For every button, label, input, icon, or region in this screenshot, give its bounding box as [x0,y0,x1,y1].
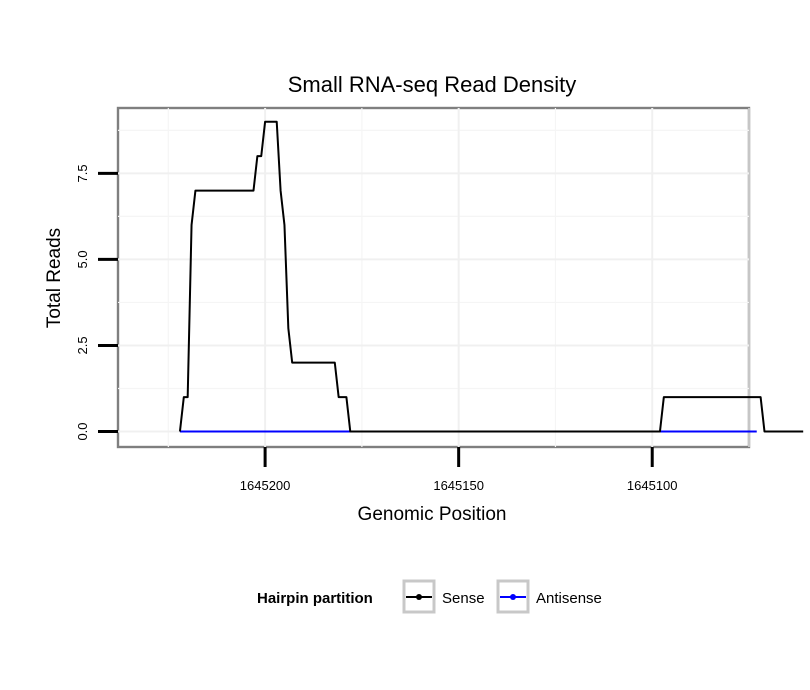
plot-panel [116,106,751,449]
y-axis: 0.0 2.5 5.0 7.5 [75,164,118,441]
legend-dot-antisense [510,594,516,600]
series-layer [178,120,804,433]
y-axis-title: Total Reads [44,228,65,328]
x-tick-label-2: 1645100 [627,478,678,493]
x-tick-label-1: 1645150 [433,478,484,493]
y-tick-label-3: 7.5 [75,164,90,182]
x-tick-label-0: 1645200 [240,478,291,493]
legend-label-sense: Sense [442,590,485,607]
legend-title: Hairpin partition [257,590,373,607]
y-tick-label-2: 5.0 [75,250,90,268]
x-axis-title: Genomic Position [358,504,507,525]
legend-label-antisense: Antisense [536,590,602,607]
legend: Hairpin partition Sense Antisense [257,579,602,614]
legend-item-antisense[interactable]: Antisense [496,579,602,614]
y-tick-label-0: 0.0 [75,422,90,440]
x-axis: 1645200 1645150 1645100 [240,447,678,493]
legend-dot-sense [416,594,422,600]
y-tick-label-1: 2.5 [75,336,90,354]
legend-item-sense[interactable]: Sense [402,579,485,614]
chart-title: Small RNA-seq Read Density [288,72,577,97]
series-line-sense [178,120,804,433]
